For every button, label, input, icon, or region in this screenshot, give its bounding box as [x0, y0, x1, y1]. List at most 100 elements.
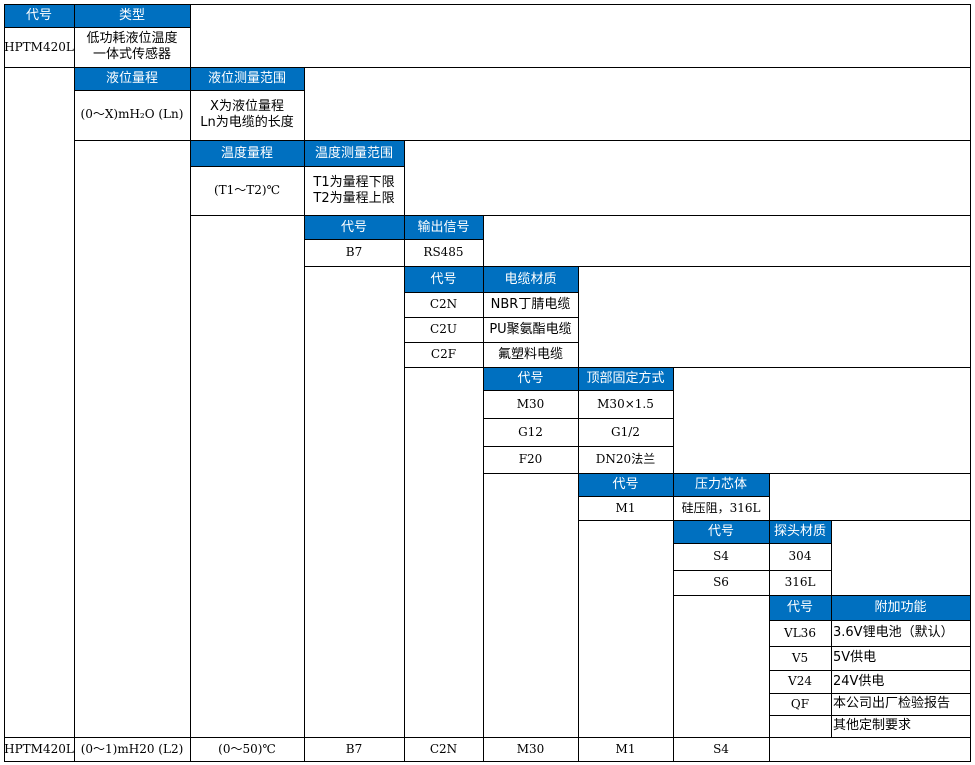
type-name-line1: 低功耗液位温度 [86, 31, 178, 47]
extra-name-cell: 5V供电 [833, 650, 877, 666]
grid-line [404, 140, 405, 216]
temp-measure-line1: T1为量程下限 [313, 174, 395, 190]
level-range-value: (0～X)mH₂O (Ln) [80, 107, 184, 122]
mount-name-header: 顶部固定方式 [578, 368, 673, 390]
grid-line [831, 520, 832, 596]
probe-name-cell: 304 [788, 549, 812, 564]
example-cable: C2N [429, 741, 458, 756]
probe-name-header: 探头材质 [769, 521, 831, 543]
grid-line [578, 520, 971, 521]
grid-line [190, 215, 971, 216]
grid-line [4, 737, 971, 738]
grid-line [673, 595, 971, 596]
temp-range-header: 温度量程 [190, 141, 304, 166]
cable-code-cell: C2U [430, 322, 457, 337]
level-measure-line1: X为液位量程 [210, 98, 284, 114]
example-mount: M30 [516, 741, 545, 756]
temp-measure-header: 温度测量范围 [304, 141, 404, 166]
grid-line [4, 27, 190, 28]
grid-line [970, 4, 971, 762]
grid-line [578, 367, 579, 762]
extra-code-cell: VL36 [784, 625, 816, 640]
cable-name-cell: NBR丁腈电缆 [490, 296, 571, 312]
core-name-header: 压力芯体 [673, 474, 769, 496]
core-code-cell: M1 [615, 500, 636, 515]
grid-line [4, 761, 971, 762]
grid-line [304, 266, 971, 267]
grid-line [483, 473, 971, 474]
output-name-cell: RS485 [423, 245, 464, 260]
probe-code-header: 代号 [673, 521, 769, 543]
grid-line [4, 67, 971, 68]
level-measure-header: 液位测量范围 [190, 68, 304, 90]
cable-name-cell: 氟塑料电缆 [497, 346, 563, 362]
extra-code-cell [769, 715, 831, 737]
grid-line [769, 520, 770, 762]
output-code-header: 代号 [304, 216, 404, 239]
level-measure-line2: Ln为电缆的长度 [200, 114, 294, 130]
example-level-range: (0～1)mH20 (L2) [80, 741, 184, 756]
temp-measure-line2: T2为量程上限 [313, 190, 395, 206]
grid-line [304, 140, 305, 762]
type-name-cell: 低功耗液位温度 一体式传感器 [74, 27, 190, 67]
extra-name-cell: 其他定制要求 [833, 718, 912, 734]
extra-name-header: 附加功能 [831, 596, 970, 620]
grid-line [4, 4, 5, 762]
mount-name-cell: M30×1.5 [597, 396, 654, 411]
cable-code-header: 代号 [404, 267, 483, 292]
grid-line [831, 595, 832, 738]
cable-code-cell: C2F [430, 347, 457, 362]
cable-name-cell: PU聚氨酯电缆 [489, 321, 572, 337]
mount-code-cell: F20 [518, 452, 543, 467]
mount-code-cell: G12 [518, 424, 543, 439]
extra-code-cell: QF [790, 696, 810, 711]
extra-name-cell: 本公司出厂检验报告 [833, 696, 951, 712]
grid-line [4, 4, 971, 5]
grid-line [769, 646, 971, 647]
extra-code-cell: V24 [788, 674, 812, 689]
grid-line [74, 4, 75, 68]
example-temp-range: (0～50)℃ [218, 741, 276, 756]
mount-name-cell: DN20法兰 [595, 452, 656, 467]
grid-line [483, 266, 484, 762]
temp-range-value: (T1～T2)℃ [213, 183, 281, 198]
level-range-header: 液位量程 [74, 68, 190, 90]
grid-line [404, 215, 405, 762]
grid-line [404, 342, 578, 343]
probe-code-cell: S6 [713, 575, 729, 590]
extra-code-header: 代号 [769, 596, 831, 620]
grid-line [769, 670, 971, 671]
output-code-cell: B7 [345, 245, 363, 260]
core-name-cell: 硅压阻，316L [681, 500, 761, 515]
grid-line [578, 266, 579, 368]
temp-measure-cell: T1为量程下限 T2为量程上限 [304, 166, 404, 215]
grid-line [190, 67, 191, 762]
grid-line [190, 166, 404, 167]
mount-code-cell: M30 [516, 396, 545, 411]
grid-line [673, 543, 831, 544]
extra-code-cell: V5 [791, 650, 809, 665]
grid-line [769, 473, 770, 521]
grid-line [404, 367, 971, 368]
grid-line [304, 67, 305, 141]
probe-name-cell: 316L [784, 575, 816, 590]
extra-name-cell: 24V供电 [833, 673, 885, 689]
example-core: M1 [615, 741, 636, 756]
core-code-header: 代号 [578, 474, 673, 496]
type-name-line2: 一体式传感器 [92, 47, 171, 62]
grid-line [404, 317, 578, 318]
grid-line [673, 570, 831, 571]
grid-line [74, 90, 304, 91]
grid-line [483, 215, 484, 267]
example-output: B7 [345, 741, 363, 756]
grid-line [74, 140, 971, 141]
grid-line [304, 239, 483, 240]
cable-name-header: 电缆材质 [483, 267, 578, 292]
level-measure-cell: X为液位量程 Ln为电缆的长度 [190, 90, 304, 139]
mount-code-header: 代号 [483, 368, 578, 390]
grid-line [769, 693, 971, 694]
grid-line [190, 4, 191, 68]
grid-line [769, 715, 971, 716]
model-code-header: 代号 [4, 4, 74, 27]
